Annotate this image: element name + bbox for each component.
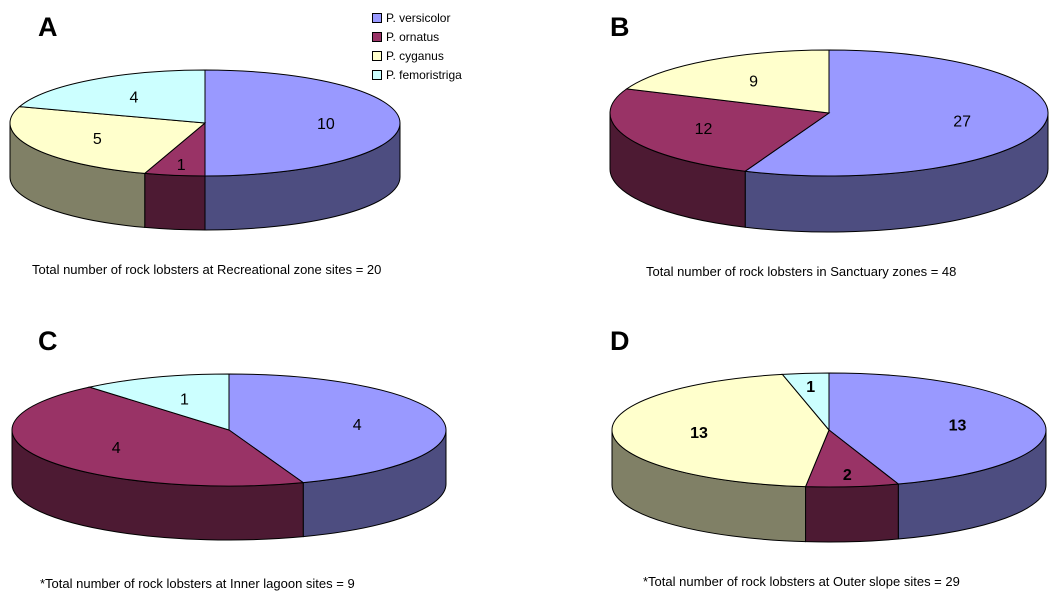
data-label: 27 — [953, 114, 971, 131]
legend-swatch — [372, 50, 382, 61]
panel-letter: B — [610, 12, 630, 42]
legend-item: P. cyganus — [372, 46, 462, 65]
panel-letter: A — [38, 12, 58, 42]
legend-swatch — [372, 69, 382, 80]
pie-slice-pfemoristriga — [781, 372, 830, 432]
legend-label: P. cyganus — [386, 48, 444, 63]
data-label: 5 — [93, 131, 102, 148]
data-label: 9 — [749, 74, 758, 91]
pie-slice-pversicolor — [828, 372, 1047, 485]
legend-label: P. versicolor — [386, 10, 451, 25]
data-label: 13 — [949, 417, 967, 434]
legend-label: P. ornatus — [386, 29, 440, 44]
legend-item: P. versicolor — [372, 8, 462, 27]
legend-swatch — [372, 12, 382, 23]
pie-slice-pornatus — [11, 386, 305, 487]
panel-caption: *Total number of rock lobsters at Outer … — [643, 574, 960, 589]
pie-side-pornatus — [805, 483, 899, 543]
pie-chart-b: 27 12 9 — [609, 49, 1049, 233]
pie-chart-c: 4 4 1 — [11, 373, 447, 541]
pie-chart-a: 10 1 5 4 — [9, 69, 401, 231]
data-label: 4 — [112, 440, 121, 457]
legend-swatch — [372, 31, 382, 42]
pie-chart-d: 13 2 13 1 — [611, 372, 1047, 543]
panel-caption: Total number of rock lobsters at Recreat… — [32, 262, 382, 277]
data-label: 1 — [806, 379, 815, 396]
data-label: 1 — [180, 391, 189, 408]
panel-caption: Total number of rock lobsters in Sanctua… — [646, 264, 957, 279]
panel-letter: C — [38, 326, 58, 356]
pie-slice-pfemoristriga — [87, 373, 230, 431]
data-label: 12 — [695, 121, 713, 138]
panel-caption: *Total number of rock lobsters at Inner … — [40, 576, 355, 591]
legend-label: P. femoristriga — [386, 67, 462, 82]
pie-slice-pornatus — [609, 88, 831, 172]
pie-slice-pversicolor — [228, 373, 447, 484]
legend-item: P. ornatus — [372, 27, 462, 46]
pie-slice-pcyganus — [611, 373, 830, 488]
data-label: 1 — [177, 157, 186, 174]
pie-slice-pcyganus — [625, 49, 830, 114]
data-label: 4 — [129, 89, 138, 106]
pie-slice-pversicolor — [743, 49, 1049, 177]
pie-side-pornatus — [144, 172, 206, 231]
legend: P. versicolor P. ornatus P. cyganus P. f… — [372, 8, 462, 84]
data-label: 4 — [353, 417, 362, 434]
legend-item: P. femoristriga — [372, 65, 462, 84]
data-label: 10 — [317, 116, 335, 133]
pie-slice-pfemoristriga — [18, 69, 206, 124]
data-label: 2 — [843, 467, 852, 484]
pie-slice-pcyganus — [9, 106, 207, 174]
data-label: 13 — [690, 425, 708, 442]
pie-slice-pversicolor — [204, 69, 401, 177]
panel-letter: D — [610, 326, 630, 356]
